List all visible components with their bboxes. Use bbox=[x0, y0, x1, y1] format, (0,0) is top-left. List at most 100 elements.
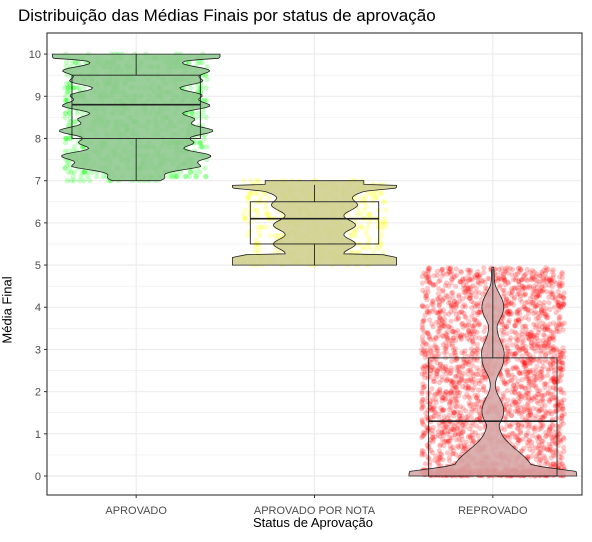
jitter-point bbox=[460, 370, 466, 376]
jitter-point bbox=[523, 323, 529, 329]
jitter-point bbox=[242, 207, 249, 213]
jitter-point bbox=[530, 284, 537, 290]
jitter-point bbox=[468, 376, 474, 382]
jitter-point bbox=[430, 376, 436, 382]
jitter-point bbox=[527, 368, 533, 374]
jitter-point bbox=[457, 334, 463, 340]
jitter-point bbox=[539, 288, 545, 294]
jitter-point bbox=[428, 407, 434, 413]
jitter-point bbox=[472, 274, 479, 280]
jitter-point bbox=[63, 59, 70, 66]
jitter-point bbox=[543, 265, 549, 271]
jitter-point bbox=[440, 395, 446, 401]
jitter-point bbox=[519, 394, 525, 400]
jitter-point bbox=[474, 357, 480, 363]
jitter-point bbox=[425, 274, 431, 280]
jitter-point bbox=[551, 433, 558, 439]
jitter-point bbox=[452, 393, 458, 399]
jitter-point bbox=[550, 391, 556, 398]
jitter-point bbox=[440, 270, 446, 277]
jitter-point bbox=[543, 313, 549, 319]
jitter-point bbox=[440, 364, 446, 370]
jitter-point bbox=[521, 273, 527, 279]
jitter-point bbox=[256, 178, 262, 184]
jitter-point bbox=[79, 110, 85, 116]
jitter-point bbox=[430, 301, 436, 307]
jitter-point bbox=[550, 335, 556, 341]
jitter-point bbox=[475, 279, 481, 285]
jitter-point bbox=[551, 337, 557, 343]
jitter-point bbox=[380, 220, 386, 226]
jitter-point bbox=[430, 365, 436, 371]
jitter-point bbox=[527, 333, 534, 339]
jitter-point bbox=[511, 382, 517, 389]
jitter-point bbox=[73, 59, 79, 66]
jitter-point bbox=[437, 388, 443, 394]
jitter-point bbox=[426, 426, 432, 433]
jitter-point bbox=[538, 457, 544, 463]
jitter-point bbox=[516, 269, 523, 275]
jitter-point bbox=[527, 332, 533, 338]
jitter-point bbox=[475, 371, 481, 378]
jitter-point bbox=[466, 426, 473, 432]
jitter-point bbox=[542, 353, 549, 359]
jitter-point bbox=[450, 343, 456, 349]
jitter-point bbox=[419, 417, 425, 423]
jitter-point bbox=[449, 276, 455, 282]
jitter-point bbox=[504, 296, 510, 302]
jitter-point bbox=[536, 408, 542, 414]
jitter-point bbox=[546, 446, 552, 453]
jitter-point bbox=[501, 323, 507, 329]
jitter-point bbox=[540, 286, 547, 293]
jitter-point bbox=[531, 357, 537, 363]
jitter-point bbox=[533, 445, 539, 451]
jitter-point bbox=[448, 303, 454, 309]
jitter-point bbox=[429, 386, 435, 392]
jitter-point bbox=[447, 438, 453, 444]
jitter-point bbox=[534, 335, 540, 341]
jitter-point bbox=[509, 266, 516, 273]
jitter-point bbox=[512, 434, 518, 440]
jitter-point bbox=[465, 361, 472, 368]
jitter-point bbox=[476, 274, 482, 280]
jitter-point bbox=[526, 438, 533, 444]
jitter-point bbox=[467, 434, 473, 440]
jitter-point bbox=[473, 289, 479, 295]
jitter-point bbox=[439, 374, 445, 380]
jitter-point bbox=[511, 351, 517, 357]
jitter-point bbox=[541, 381, 547, 387]
jitter-point bbox=[481, 265, 487, 271]
jitter-point bbox=[525, 370, 531, 376]
jitter-point bbox=[467, 395, 473, 401]
jitter-point bbox=[174, 173, 181, 180]
jitter-point bbox=[462, 385, 469, 391]
jitter-point bbox=[420, 381, 426, 387]
jitter-point bbox=[506, 299, 512, 305]
jitter-point bbox=[368, 190, 374, 196]
jitter-point bbox=[549, 329, 555, 335]
jitter-point bbox=[526, 437, 532, 443]
jitter-point bbox=[475, 273, 482, 279]
jitter-point bbox=[439, 398, 445, 404]
jitter-point bbox=[502, 277, 508, 283]
jitter-point bbox=[470, 440, 476, 446]
jitter-point bbox=[420, 422, 426, 428]
jitter-point bbox=[462, 445, 468, 451]
jitter-point bbox=[469, 323, 475, 329]
jitter-point bbox=[514, 271, 521, 277]
jitter-point bbox=[470, 435, 476, 441]
jitter-point bbox=[509, 351, 516, 357]
jitter-point bbox=[560, 363, 566, 369]
jitter-point bbox=[377, 245, 383, 251]
jitter-point bbox=[451, 383, 457, 389]
jitter-point bbox=[527, 360, 534, 366]
jitter-point bbox=[532, 425, 538, 432]
jitter-point bbox=[370, 194, 376, 201]
jitter-point bbox=[557, 313, 563, 320]
jitter-point bbox=[64, 178, 70, 184]
jitter-point bbox=[507, 311, 513, 317]
jitter-point bbox=[557, 354, 563, 360]
jitter-point bbox=[534, 293, 541, 299]
jitter-point bbox=[373, 245, 379, 251]
jitter-point bbox=[246, 194, 252, 201]
